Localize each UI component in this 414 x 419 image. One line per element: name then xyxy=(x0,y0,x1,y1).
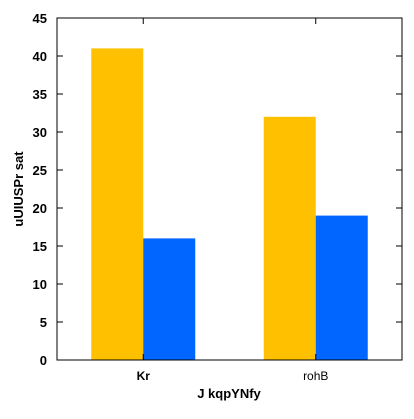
x-axis-title: J kqpYNfy xyxy=(197,386,261,401)
y-tick-label: 0 xyxy=(40,353,47,368)
y-axis-title: uUIUSPr sat xyxy=(11,151,26,227)
bar-rohb-series-2 xyxy=(315,215,368,360)
y-tick-label: 35 xyxy=(33,87,47,102)
y-tick-label: 10 xyxy=(33,277,47,292)
ticks-layer xyxy=(57,17,402,361)
y-tick-label: 20 xyxy=(33,201,47,216)
y-tick-label: 5 xyxy=(40,315,47,330)
bar-kr-series-2 xyxy=(143,238,196,360)
labels-layer: 0 5 10 15 20 25 30 35 40 45 Kr rohB xyxy=(33,11,329,383)
bar-rohb-series-1 xyxy=(263,116,316,360)
x-category-label: rohB xyxy=(303,369,328,383)
y-tick-label: 45 xyxy=(33,11,47,26)
y-tick-label: 40 xyxy=(33,49,47,64)
y-tick-label: 25 xyxy=(33,163,47,178)
y-tick-label: 15 xyxy=(33,239,47,254)
bars-layer xyxy=(91,48,368,361)
plot-frame xyxy=(56,17,403,361)
bar-kr-series-1 xyxy=(91,48,144,361)
x-category-label: Kr xyxy=(137,369,151,383)
y-tick-label: 30 xyxy=(33,125,47,140)
